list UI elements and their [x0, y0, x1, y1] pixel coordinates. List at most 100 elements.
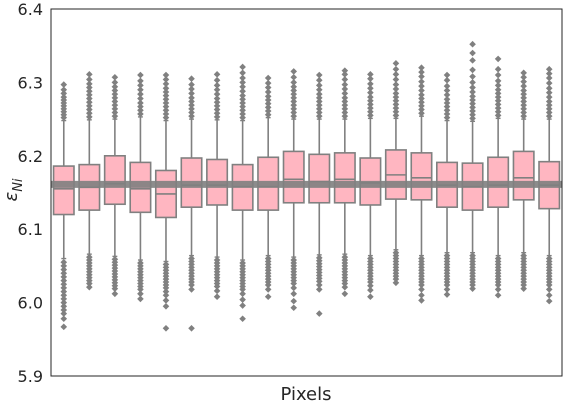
outlier-point [469, 107, 476, 115]
outlier-point [341, 67, 349, 74]
outlier-point [290, 304, 298, 312]
outlier-point [60, 323, 68, 331]
outlier-point [60, 90, 68, 97]
outlier-point [520, 281, 527, 289]
outlier-point [545, 89, 553, 96]
outlier-point [418, 95, 425, 102]
outlier-point [494, 108, 502, 116]
box-iqr [512, 150, 535, 201]
outlier-point [162, 76, 170, 83]
outlier-point [188, 75, 195, 83]
outlier-point [60, 273, 68, 281]
outlier-point [264, 74, 272, 82]
outlier-point [341, 98, 349, 105]
outlier-point [392, 85, 400, 93]
outlier-point [443, 291, 451, 298]
outlier-point [443, 281, 451, 289]
outlier-point [188, 112, 195, 120]
outlier-point [418, 91, 425, 99]
outlier-point [341, 105, 349, 113]
outlier-point [213, 113, 221, 121]
outlier-point [315, 76, 323, 84]
outlier-point [239, 110, 246, 118]
outlier-point [367, 282, 374, 290]
outlier-point [111, 79, 119, 86]
outlier-point [213, 71, 221, 78]
outlier-point [367, 286, 374, 294]
outlier-point [367, 75, 374, 83]
outlier-point [188, 94, 195, 102]
outlier-point [60, 277, 68, 284]
outlier-point [188, 281, 195, 289]
box-group [487, 55, 510, 299]
outlier-point [86, 280, 93, 287]
outlier-point [367, 104, 374, 112]
outlier-point [367, 112, 374, 119]
outlier-point [86, 84, 93, 91]
outlier-point [469, 40, 476, 48]
outlier-point [545, 79, 553, 87]
outlier-point [60, 93, 68, 101]
outlier-point [111, 290, 119, 298]
outlier-point [520, 78, 527, 85]
outlier-point [520, 285, 527, 292]
box-group [461, 40, 484, 292]
outlier-point [494, 82, 502, 89]
box-group [512, 69, 535, 292]
outlier-point [443, 87, 451, 94]
outlier-point [494, 86, 502, 94]
outlier-point [545, 93, 553, 101]
outlier-point [137, 286, 144, 293]
outlier-point [264, 111, 272, 118]
outlier-point [341, 76, 349, 83]
outlier-point [137, 290, 144, 298]
outlier-point [392, 275, 400, 283]
outlier-point [494, 291, 502, 299]
outlier-point [60, 295, 68, 303]
outlier-point [239, 106, 246, 114]
outlier-point [341, 90, 349, 97]
y-tick-label: 6.3 [18, 73, 43, 92]
outlier-point [188, 90, 195, 97]
outlier-point [162, 92, 170, 99]
outlier-point [162, 288, 170, 295]
y-axis-label: εNi [1, 178, 26, 201]
outlier-point [111, 285, 119, 292]
outlier-point [60, 258, 68, 266]
outlier-point [367, 84, 374, 92]
outlier-point [162, 80, 170, 88]
outlier-point [137, 90, 144, 98]
outlier-point [290, 105, 298, 113]
outlier-point [367, 97, 374, 105]
outlier-point [290, 297, 298, 305]
box-group [180, 75, 203, 332]
outlier-point [443, 106, 451, 114]
outlier-point [520, 105, 527, 113]
outlier-point [392, 60, 400, 67]
outlier-point [137, 103, 144, 110]
outlier-point [213, 82, 221, 89]
outlier-point [290, 284, 298, 292]
outlier-point [545, 65, 553, 73]
outlier-point [469, 104, 476, 111]
outlier-point [290, 290, 298, 298]
outlier-point [239, 99, 246, 107]
outlier-point [315, 310, 323, 317]
outlier-point [239, 302, 246, 309]
outlier-point [341, 109, 349, 116]
outlier-point [494, 55, 502, 63]
outlier-point [469, 281, 476, 289]
y-axis-label-symbol: ε [1, 192, 22, 202]
outlier-point [315, 105, 323, 113]
outlier-point [239, 296, 246, 303]
outlier-point [418, 82, 425, 90]
outlier-point [290, 280, 298, 287]
outlier-point [469, 100, 476, 107]
outlier-point [545, 112, 553, 120]
outlier-point [60, 288, 68, 295]
outlier-point [418, 64, 425, 72]
box-iqr [308, 153, 331, 204]
outlier-point [367, 80, 374, 88]
